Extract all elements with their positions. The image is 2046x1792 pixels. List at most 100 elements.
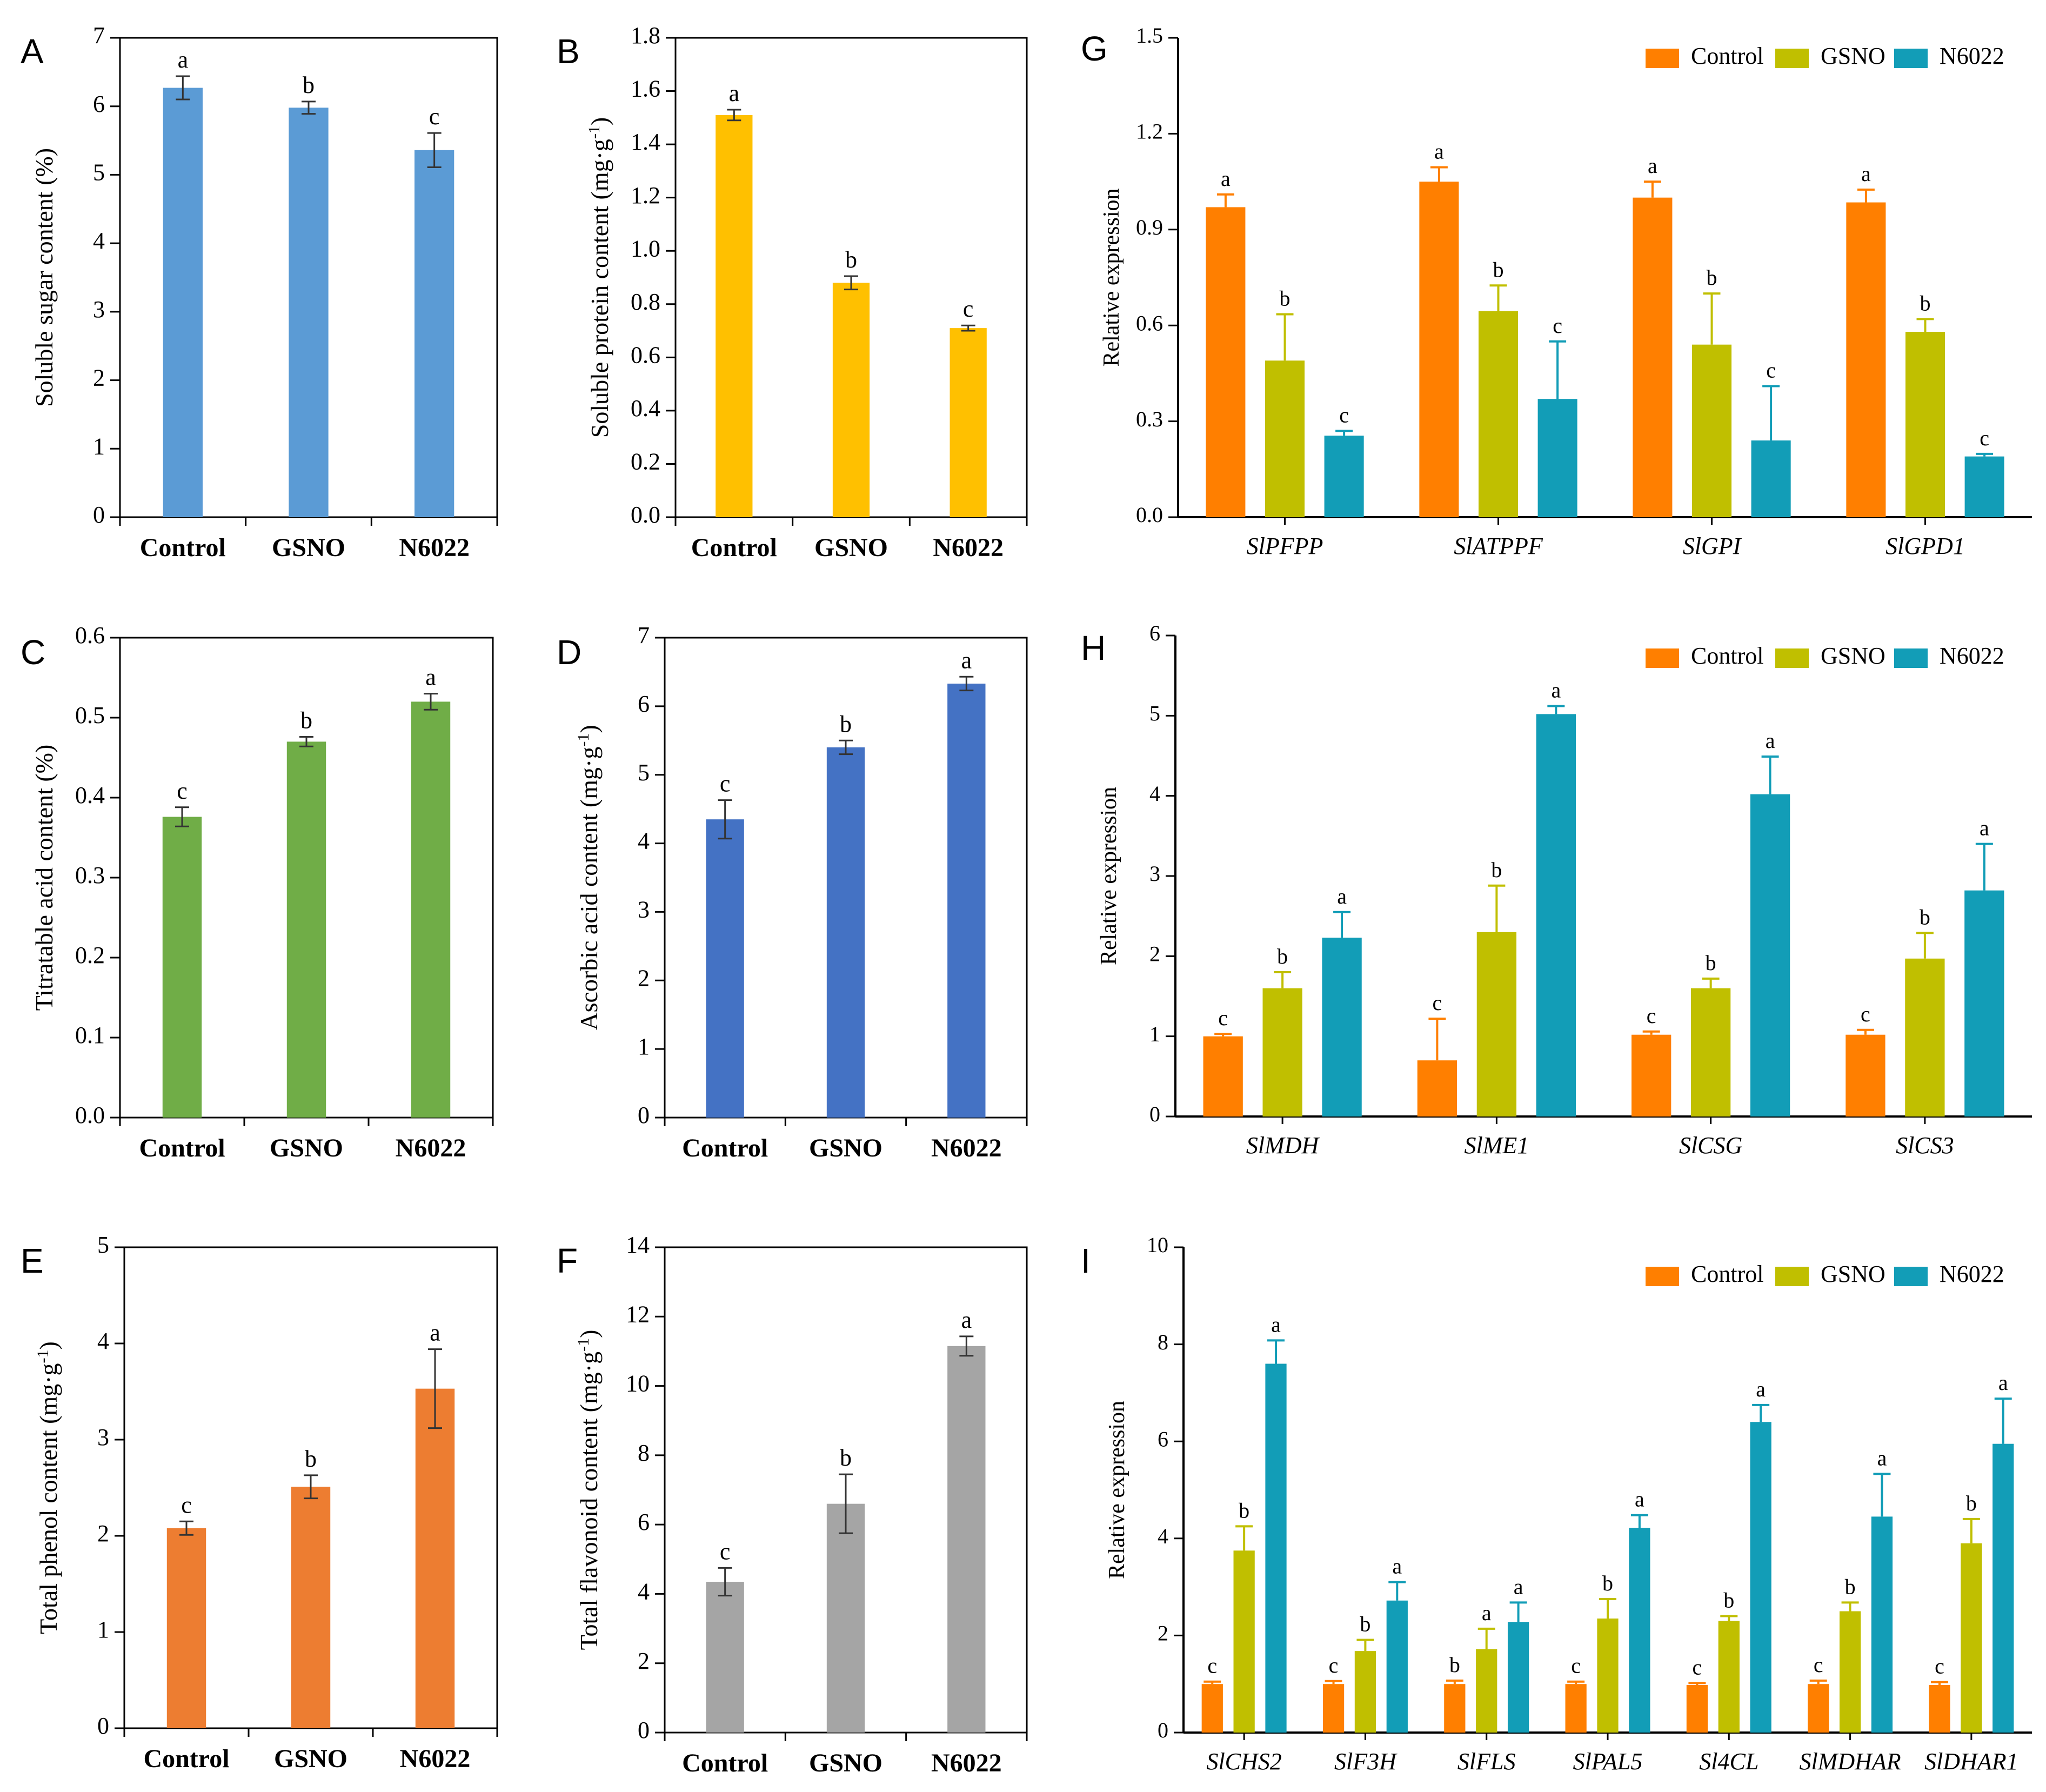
significance-letter: b <box>845 246 857 273</box>
panel-letter: H <box>1081 628 1106 667</box>
x-tick-label: N6022 <box>396 1134 466 1162</box>
x-tick-label: N6022 <box>933 533 1004 562</box>
y-tick-label: 0.0 <box>631 502 660 528</box>
x-tick-label: SlCS3 <box>1896 1132 1954 1159</box>
panel-d: D 0 1 2 3 4 5 6 7 Ascorbic acid content (mg·g-1) c… <box>557 622 1028 1162</box>
bar-control-slgpi <box>1633 197 1673 518</box>
significance-letter: b <box>840 1445 852 1471</box>
bar-control-slmdh <box>1203 1036 1243 1116</box>
bar-control-slpal5 <box>1565 1684 1587 1733</box>
y-tick-label: 0.6 <box>1136 311 1163 335</box>
x-tick-label: SlMDH <box>1246 1132 1320 1159</box>
y-tick-label: 1 <box>97 1616 109 1643</box>
significance-letter: c <box>1218 1006 1228 1030</box>
significance-letter: a <box>1514 1574 1523 1599</box>
y-tick-label: 1.2 <box>631 182 660 209</box>
x-tick-label: SlDHAR1 <box>1924 1748 2018 1775</box>
y-tick-label: 4 <box>638 1579 650 1605</box>
y-tick-label: 0.2 <box>631 449 660 475</box>
x-tick-label: Control <box>140 533 226 562</box>
bar-gsno <box>289 108 329 518</box>
significance-letter: b <box>840 711 852 737</box>
significance-letter: a <box>1434 139 1444 163</box>
bar-n6022-sl4cl <box>1750 1422 1771 1733</box>
legend-label: Control <box>1691 1261 1763 1287</box>
significance-letter: a <box>729 80 740 106</box>
significance-letter: b <box>1707 265 1717 290</box>
bar-control <box>163 88 203 517</box>
bar-gsno <box>826 1503 865 1733</box>
bar-control <box>706 1581 744 1733</box>
x-tick-label: Control <box>139 1134 225 1162</box>
y-axis-label: Total phenol content (mg·g-1) <box>34 1341 63 1634</box>
significance-letter: b <box>1602 1571 1613 1595</box>
bar-n6022 <box>950 328 987 517</box>
panel-letter: A <box>21 32 44 71</box>
y-tick-label: 3 <box>1149 861 1160 886</box>
significance-letter: a <box>1756 1377 1766 1401</box>
significance-letter: a <box>1648 153 1657 178</box>
y-tick-label: 6 <box>1149 621 1160 645</box>
y-axis-label-end: ) <box>35 1341 62 1349</box>
y-tick-label: 4 <box>1149 781 1160 806</box>
y-tick-label: 2 <box>93 365 105 391</box>
significance-letter: b <box>1491 858 1502 882</box>
significance-letter: c <box>1339 403 1349 427</box>
y-axis-label-sup: -1 <box>34 1349 52 1363</box>
significance-letter: b <box>1493 257 1504 282</box>
y-tick-label: 0.4 <box>631 395 660 422</box>
y-axis-label-main: Total phenol content (mg·g <box>35 1363 62 1634</box>
significance-letter: b <box>1966 1491 1977 1515</box>
significance-letter: c <box>1814 1653 1823 1677</box>
y-axis-label-end: ) <box>575 725 603 733</box>
significance-letter: c <box>177 778 188 804</box>
y-axis-label-main: Total flavonoid content (mg·g <box>575 1352 603 1650</box>
significance-letter: a <box>1337 884 1347 908</box>
significance-letter: a <box>1635 1487 1644 1512</box>
bar-control-slchs2 <box>1201 1684 1223 1733</box>
bar-control-slmdhar <box>1808 1684 1829 1733</box>
panel-f: F 0 2 4 6 8 10 12 14 Total flavonoid content (mg·… <box>557 1232 1028 1777</box>
x-tick-label: GSNO <box>814 533 888 562</box>
significance-letter: c <box>1553 313 1562 338</box>
bar-control <box>706 819 744 1118</box>
y-tick-label: 3 <box>97 1424 109 1450</box>
y-tick-label: 2 <box>1149 942 1160 966</box>
bar-n6022 <box>947 1346 986 1733</box>
significance-letter: a <box>1392 1554 1402 1579</box>
significance-letter: b <box>1723 1588 1734 1612</box>
bar-gsno-slgpi <box>1691 344 1732 517</box>
y-tick-label: 0.6 <box>631 342 660 368</box>
significance-letter: a <box>178 46 189 73</box>
x-tick-label: SlMDHAR <box>1799 1748 1901 1775</box>
legend-swatch <box>1646 49 1679 68</box>
bar-gsno-slchs2 <box>1233 1550 1255 1733</box>
x-tick-label: N6022 <box>931 1134 1002 1162</box>
bar-n6022-slmdhar <box>1871 1516 1893 1733</box>
bar-n6022-slf3h <box>1386 1600 1408 1733</box>
significance-letter: c <box>1647 1004 1656 1028</box>
significance-letter: c <box>1693 1655 1702 1679</box>
significance-letter: b <box>1920 291 1931 315</box>
significance-letter: c <box>1766 358 1776 383</box>
y-tick-label: 0 <box>93 502 105 528</box>
bar-control-slcs3 <box>1846 1034 1885 1116</box>
y-axis-label: Titratable acid content (%) <box>30 745 58 1011</box>
legend-label: N6022 <box>1940 643 2004 669</box>
significance-letter: c <box>1433 991 1442 1015</box>
y-tick-label: 0.2 <box>75 942 105 968</box>
bar-n6022 <box>414 150 454 518</box>
significance-letter: c <box>1207 1654 1217 1678</box>
y-tick-label: 12 <box>626 1301 650 1327</box>
x-tick-label: SlGPI <box>1683 533 1742 559</box>
bar-n6022 <box>947 683 986 1118</box>
y-tick-label: 2 <box>638 1648 650 1674</box>
significance-letter: a <box>1861 162 1871 186</box>
y-tick-label: 1.5 <box>1136 23 1163 48</box>
significance-letter: a <box>1980 816 1989 840</box>
significance-letter: c <box>1329 1653 1339 1677</box>
significance-letter: a <box>1221 166 1231 191</box>
bar-control-sl4cl <box>1686 1684 1708 1733</box>
legend-swatch <box>1894 648 1928 668</box>
